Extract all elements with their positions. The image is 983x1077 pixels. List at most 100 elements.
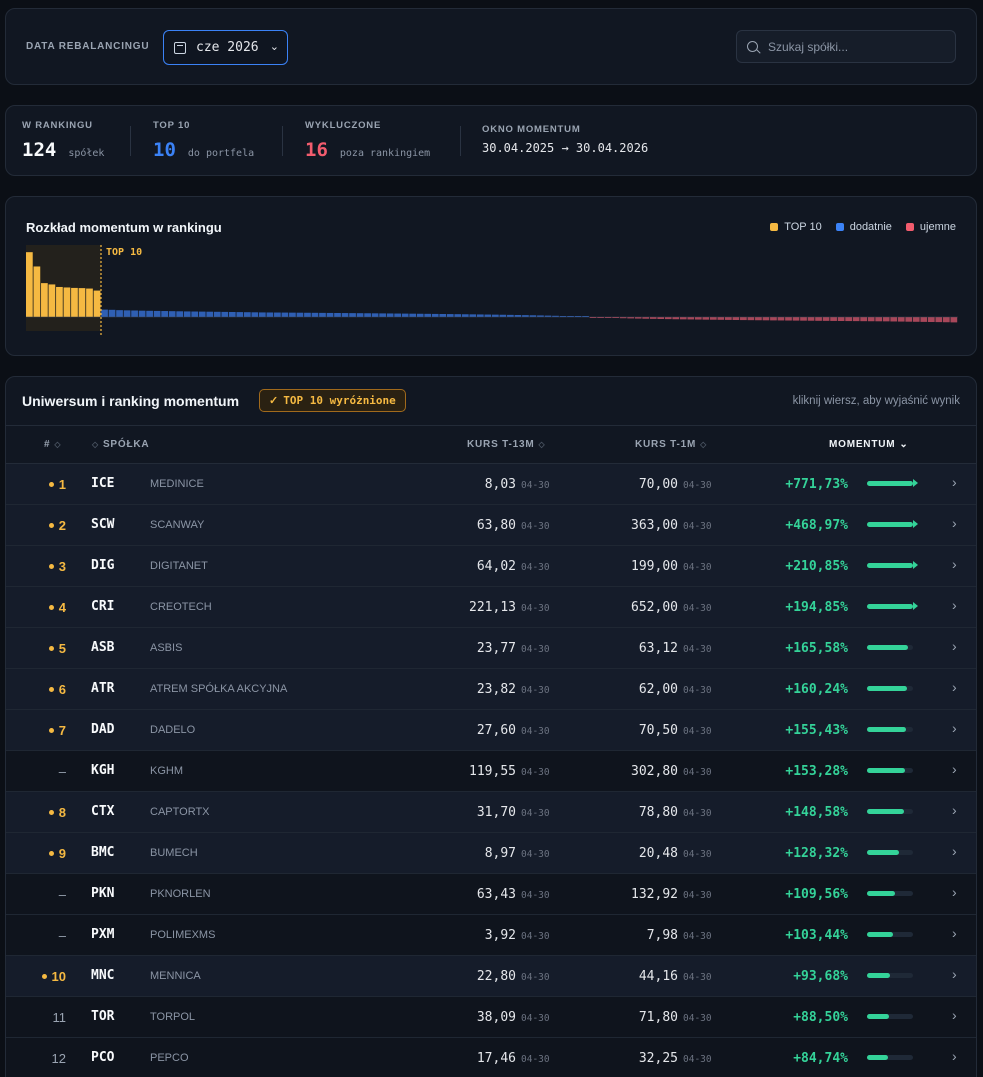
distribution-bar (672, 317, 680, 320)
table-row[interactable]: – PKN PKNORLEN 63,43 04-30 132,92 04-30 +109,56… (6, 874, 976, 915)
table-row[interactable]: – KGH KGHM 119,55 04-30 302,80 04-30 +153,28% › (6, 751, 976, 792)
table-row[interactable]: 9 BMC BUMECH 8,97 04-30 20,48 04-30 +128,32% › (6, 833, 976, 874)
price-t1m-date: 04-30 (683, 562, 712, 573)
top10-highlight-badge[interactable]: ✓ TOP 10 wyróżnione (259, 389, 406, 412)
chevron-right-icon[interactable]: › (952, 1048, 957, 1064)
distribution-bar (326, 312, 334, 317)
distribution-bar (131, 310, 138, 317)
rank-cell: 8 (48, 805, 66, 820)
divider (460, 126, 461, 156)
distribution-bar (529, 315, 537, 317)
chevron-right-icon[interactable]: › (952, 474, 957, 490)
distribution-bar (26, 252, 33, 317)
rebalance-date-select[interactable]: cze 2026 ⌄ (163, 30, 288, 65)
company-name-cell: PEPCO (150, 1052, 189, 1064)
price-t13m-cell: 8,03 (484, 477, 516, 492)
price-t13m-date: 04-30 (521, 562, 550, 573)
search-input[interactable] (768, 39, 948, 54)
distribution-bar (446, 314, 454, 317)
chevron-right-icon[interactable]: › (952, 843, 957, 859)
table-row[interactable]: 3 DIG DIGITANET 64,02 04-30 199,00 04-30 +210,8… (6, 546, 976, 587)
distribution-bar (469, 314, 477, 317)
stat-excluded: WYKLUCZONE 16 poza rankingiem (305, 120, 430, 161)
distribution-bar (559, 316, 567, 317)
momentum-value-cell: +93,68% (793, 969, 848, 984)
distribution-bar (785, 317, 792, 321)
legend-swatch (770, 223, 779, 231)
chevron-right-icon[interactable]: › (952, 802, 957, 818)
distribution-bar (642, 317, 650, 319)
column-header-rank[interactable]: # ◇ (44, 439, 62, 450)
legend-label: ujemne (919, 221, 956, 233)
chevron-right-icon[interactable]: › (952, 638, 957, 654)
distribution-bar (304, 312, 311, 317)
distribution-bar (439, 314, 447, 317)
distribution-bar (499, 314, 507, 317)
table-row[interactable]: 7 DAD DADELO 27,60 04-30 70,50 04-30 +155,43% › (6, 710, 976, 751)
distribution-bar (71, 287, 78, 317)
stat-label: OKNO MOMENTUM (482, 124, 581, 135)
distribution-bar (882, 317, 890, 322)
legend-label: dodatnie (849, 221, 892, 233)
column-header-k1[interactable]: KURS T-1M ◇ (635, 439, 708, 450)
ticker-cell: PKN (91, 886, 115, 901)
table-row[interactable]: 11 TOR TORPOL 38,09 04-30 71,80 04-30 +88,50% › (6, 997, 976, 1038)
search-box[interactable] (736, 30, 956, 63)
chevron-right-icon[interactable]: › (952, 925, 957, 941)
distribution-bar (484, 314, 492, 317)
column-header-k13[interactable]: KURS T-13M ◇ (467, 439, 546, 450)
table-row[interactable]: 2 SCW SCANWAY 63,80 04-30 363,00 04-30 +468,97%… (6, 505, 976, 546)
distribution-bar (507, 314, 514, 317)
stat-sub: do portfela (187, 148, 255, 159)
price-t13m-cell: 64,02 (476, 559, 516, 574)
momentum-bar (867, 850, 913, 855)
distribution-bar (657, 317, 665, 319)
chevron-right-icon[interactable]: › (952, 597, 957, 613)
check-icon: ✓ (269, 395, 279, 407)
price-t1m-date: 04-30 (683, 1013, 712, 1024)
company-name-cell: PKNORLEN (150, 888, 211, 900)
chevron-right-icon[interactable]: › (952, 1007, 957, 1023)
ticker-cell: TOR (91, 1009, 115, 1024)
table-row[interactable]: 1 ICE MEDINICE 8,03 04-30 70,00 04-30 +771,73% › (6, 464, 976, 505)
price-t13m-cell: 3,92 (484, 928, 516, 943)
table-row[interactable]: 12 PCO PEPCO 17,46 04-30 32,25 04-30 +84,74% › (6, 1038, 976, 1077)
price-t13m-cell: 221,13 (469, 600, 516, 615)
table-row[interactable]: – PXM POLIMEXMS 3,92 04-30 7,98 04-30 +103,44% › (6, 915, 976, 956)
price-t13m-cell: 22,80 (476, 969, 516, 984)
chevron-right-icon[interactable]: › (952, 966, 957, 982)
ranking-hint: kliknij wiersz, aby wyjaśnić wynik (792, 395, 960, 407)
stat-value: 10 (153, 139, 176, 161)
divider (282, 126, 283, 156)
momentum-bar-fill (867, 891, 895, 896)
company-name-cell: MEDINICE (150, 478, 204, 490)
column-header-momentum[interactable]: MOMENTUM ⌄ (829, 439, 909, 450)
distribution-bar (837, 317, 845, 321)
table-row[interactable]: 6 ATR ATREM SPÓŁKA AKCYJNA 23,82 04-30 62,00 0… (6, 669, 976, 710)
distribution-bar (522, 315, 529, 317)
table-row[interactable]: 5 ASB ASBIS 23,77 04-30 63,12 04-30 +165,58% › (6, 628, 976, 669)
price-t1m-cell: 78,80 (638, 805, 678, 820)
chevron-right-icon[interactable]: › (952, 556, 957, 572)
chevron-right-icon[interactable]: › (952, 679, 957, 695)
rank-cell: 6 (48, 682, 66, 697)
distribution-bar (694, 317, 702, 320)
distribution-bar (514, 315, 522, 317)
table-row[interactable]: 4 CRI CREOTECH 221,13 04-30 652,00 04-30 +194,8… (6, 587, 976, 628)
distribution-bar (589, 317, 597, 318)
distribution-bar (875, 317, 883, 322)
chevron-right-icon[interactable]: › (952, 515, 957, 531)
ticker-cell: PCO (91, 1050, 115, 1065)
price-t13m-date: 04-30 (521, 480, 550, 491)
distribution-bar (78, 288, 86, 317)
column-header-company[interactable]: ◇ SPÓŁKA (92, 439, 150, 450)
distribution-bar (454, 314, 462, 317)
table-row[interactable]: 10 MNC MENNICA 22,80 04-30 44,16 04-30 +93,68% › (6, 956, 976, 997)
chevron-right-icon[interactable]: › (952, 884, 957, 900)
table-row[interactable]: 8 CTX CAPTORTX 31,70 04-30 78,80 04-30 +148,58%… (6, 792, 976, 833)
chevron-right-icon[interactable]: › (952, 720, 957, 736)
chevron-right-icon[interactable]: › (952, 761, 957, 777)
distribution-bar (101, 309, 108, 317)
ticker-cell: DIG (91, 558, 115, 573)
distribution-bar (221, 311, 229, 317)
